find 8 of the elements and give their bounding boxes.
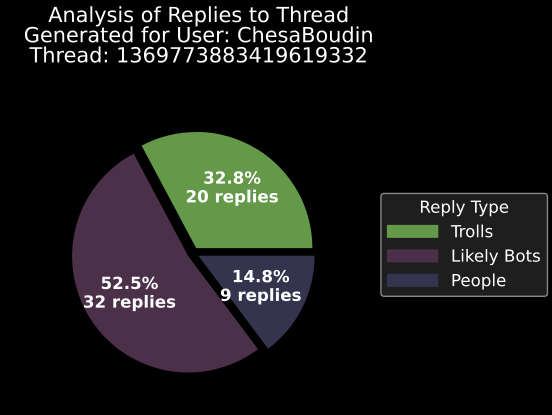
legend-label: People [452,273,506,290]
legend-label: Trolls [450,224,492,238]
chart-title: Analysis of Replies to Thread Generated for User: ChesaBoudin Thread: 1369773883419619332 [24,6,372,63]
legend-label: Likely Bots [452,249,540,266]
data-label: 32.8% 20 replies [186,171,278,206]
legend-title: Reply Type [420,200,508,216]
data-label: 14.8% 9 replies [220,270,301,304]
data-label: 52.5% 32 replies [84,276,176,312]
